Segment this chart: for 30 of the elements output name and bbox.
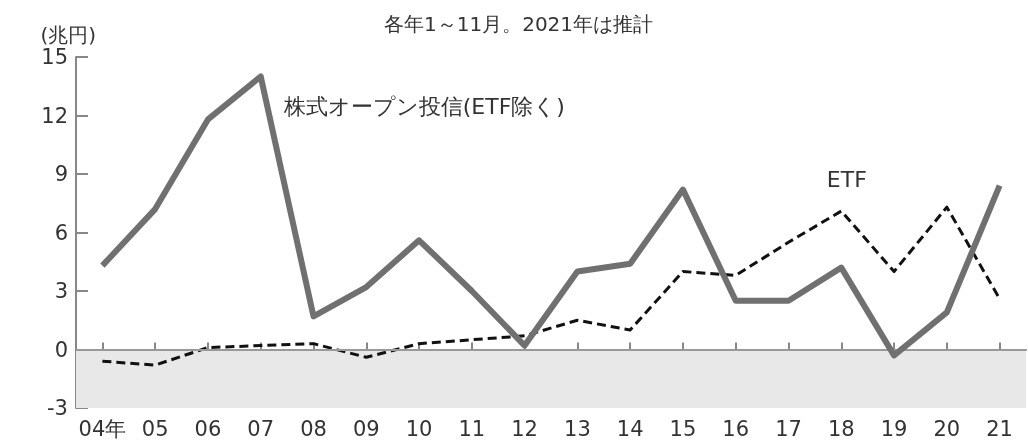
text: 各年1～11月。2021年は推計 <box>384 12 654 36</box>
x-tick-label: 06 <box>194 416 222 441</box>
x-tick-label: 07 <box>247 416 275 441</box>
x-tick-label: 04年 <box>78 416 127 441</box>
x-tick-label: 12 <box>511 416 538 441</box>
x-tick-label: 16 <box>722 416 750 441</box>
line-series <box>100 205 1002 367</box>
x-tick-label: 10 <box>405 416 433 441</box>
x-tick-label: 19 <box>880 416 908 441</box>
x-tick-label: 14 <box>616 416 644 441</box>
x-tick-label: 17 <box>775 416 802 441</box>
x-tick-label: 11 <box>458 416 486 441</box>
x-tick-label: 15 <box>669 416 697 441</box>
x-tick-label: 21 <box>986 416 1013 441</box>
y-axis-title: (兆円) <box>40 23 96 47</box>
y-tick-label: 15 <box>41 45 68 69</box>
y-tick-label: -3 <box>47 396 68 420</box>
series-label: 株式オープン投信(ETF除く) <box>282 94 565 119</box>
y-tick-label: 3 <box>54 279 68 303</box>
x-tick-label: 08 <box>300 416 327 441</box>
x-tick-label: 13 <box>564 416 591 441</box>
y-tick-label: 0 <box>54 337 68 362</box>
x-tick-label: 09 <box>352 416 380 441</box>
y-tick-label: 9 <box>54 162 68 186</box>
y-tick-label: 6 <box>54 220 68 245</box>
x-tick-label: 20 <box>933 416 961 441</box>
x-tick-label: 05 <box>141 416 169 441</box>
series-label: ETF <box>826 166 867 192</box>
y-tick-label: 12 <box>41 103 68 128</box>
x-tick-label: 18 <box>827 416 855 441</box>
